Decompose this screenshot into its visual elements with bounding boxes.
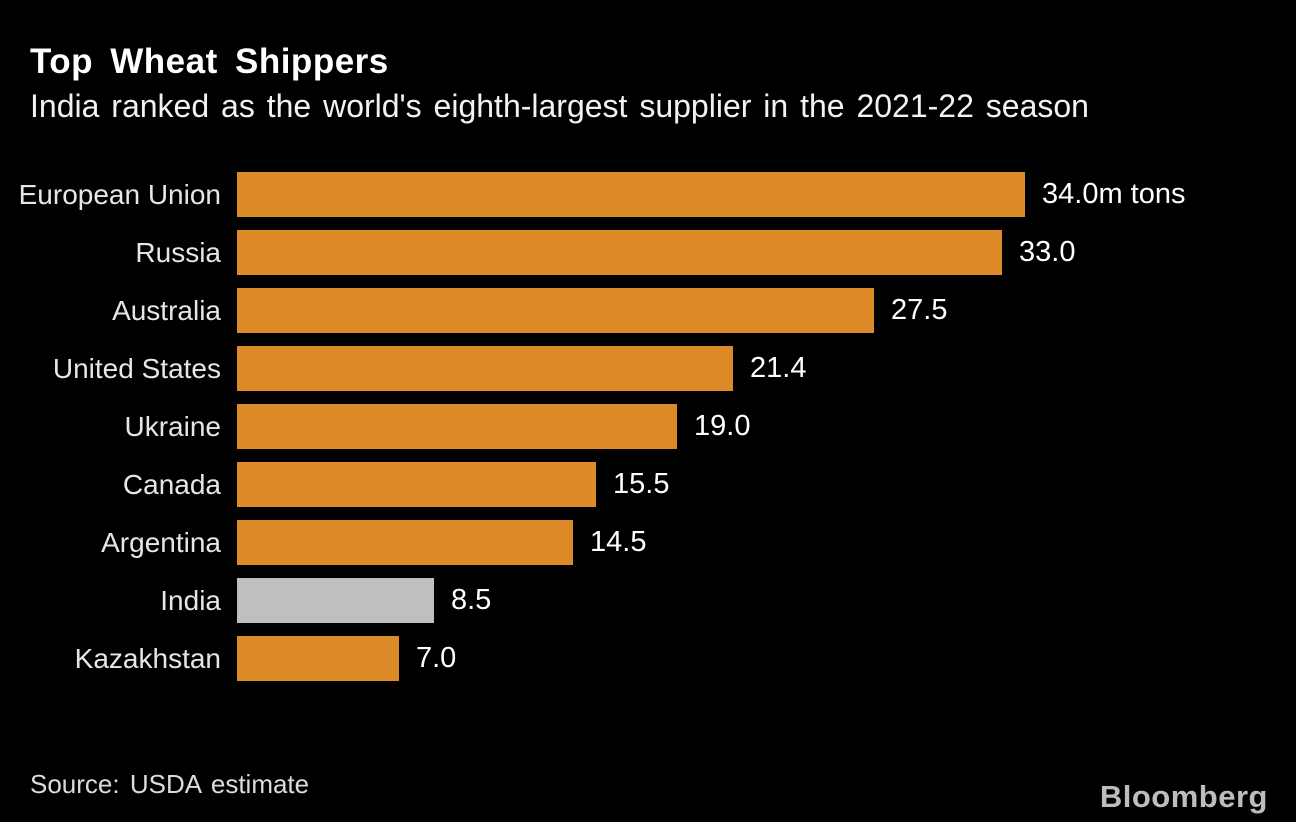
category-label: European Union bbox=[18, 178, 221, 210]
bar bbox=[237, 288, 874, 333]
bar-row: Canada 15.5 bbox=[0, 462, 1296, 507]
bar bbox=[237, 520, 573, 565]
value-label: 8.5 bbox=[451, 584, 492, 616]
category-label: Argentina bbox=[101, 526, 221, 558]
bloomberg-logo: Bloomberg bbox=[1099, 779, 1268, 814]
bar-row: Russia 33.0 bbox=[0, 230, 1296, 275]
bar-row: Australia 27.5 bbox=[0, 288, 1296, 333]
value-label: 33.0 bbox=[1019, 236, 1076, 268]
category-label: United States bbox=[52, 352, 221, 384]
value-label: 19.0 bbox=[694, 410, 751, 442]
bar bbox=[237, 230, 1002, 275]
bar bbox=[237, 462, 596, 507]
bar bbox=[237, 636, 399, 681]
bar-highlighted bbox=[237, 578, 434, 623]
category-label: Australia bbox=[112, 294, 221, 326]
value-label: 34.0m tons bbox=[1042, 178, 1186, 210]
value-label: 14.5 bbox=[590, 526, 647, 558]
bar bbox=[237, 172, 1025, 217]
bar bbox=[237, 346, 733, 391]
category-label: Russia bbox=[135, 236, 221, 268]
chart-subtitle: India ranked as the world's eighth-large… bbox=[30, 88, 1089, 124]
bar-row: India 8.5 bbox=[0, 578, 1296, 623]
source-note: Source: USDA estimate bbox=[30, 769, 310, 799]
bar bbox=[237, 404, 677, 449]
category-label: Kazakhstan bbox=[74, 642, 221, 674]
bar-row: Kazakhstan 7.0 bbox=[0, 636, 1296, 681]
value-label: 21.4 bbox=[750, 352, 807, 384]
category-label: India bbox=[160, 584, 221, 616]
bar-row: United States 21.4 bbox=[0, 346, 1296, 391]
value-label: 15.5 bbox=[613, 468, 670, 500]
value-label: 7.0 bbox=[416, 642, 457, 674]
bar-row: Argentina 14.5 bbox=[0, 520, 1296, 565]
value-label: 27.5 bbox=[891, 294, 948, 326]
bar-row: European Union 34.0m tons bbox=[0, 172, 1296, 217]
chart-title: Top Wheat Shippers bbox=[30, 42, 389, 81]
bar-row: Ukraine 19.0 bbox=[0, 404, 1296, 449]
category-label: Ukraine bbox=[124, 410, 221, 442]
category-label: Canada bbox=[122, 468, 221, 500]
bar-chart: European Union 34.0m tons Russia 33.0 Austra… bbox=[0, 172, 1296, 694]
